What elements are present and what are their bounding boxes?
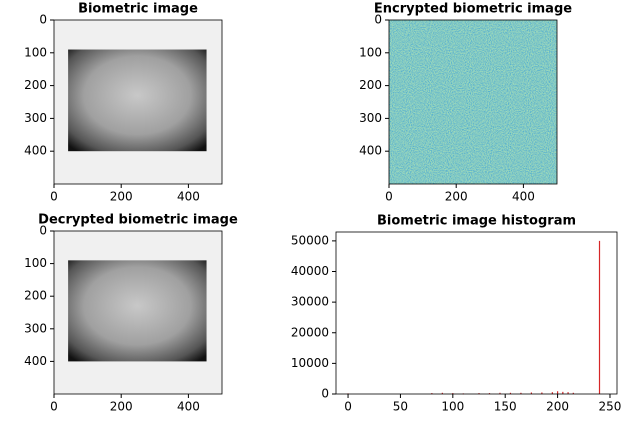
x-tick-label: 0 [50, 190, 58, 204]
x-tick-label: 400 [177, 400, 200, 414]
x-tick-label: 400 [512, 190, 535, 204]
hist-bar [557, 391, 558, 394]
y-tick-label: 300 [24, 321, 47, 335]
chart-title: Biometric image histogram [377, 214, 576, 229]
y-tick-label: 20000 [291, 325, 329, 339]
fingerprint-image [68, 260, 206, 361]
y-tick-label: 0 [321, 387, 329, 401]
x-tick-label: 100 [441, 400, 464, 414]
x-tick-label: 200 [110, 400, 133, 414]
chart-title: Encrypted biometric image [374, 2, 572, 17]
y-tick-label: 400 [24, 144, 47, 158]
y-tick-label: 100 [24, 256, 47, 270]
y-tick-label: 400 [24, 354, 47, 368]
y-tick-label: 100 [359, 45, 382, 59]
y-tick-label: 40000 [291, 264, 329, 278]
y-tick-label: 200 [24, 289, 47, 303]
y-tick-label: 300 [359, 111, 382, 125]
x-tick-label: 0 [385, 190, 393, 204]
axes-frame [336, 232, 617, 394]
y-tick-label: 10000 [291, 356, 329, 370]
y-tick-label: 50000 [291, 233, 329, 247]
x-tick-label: 0 [344, 400, 352, 414]
x-tick-label: 0 [50, 400, 58, 414]
chart-title: Decrypted biometric image [38, 213, 238, 228]
x-tick-label: 200 [445, 190, 468, 204]
x-tick-label: 200 [110, 190, 133, 204]
y-tick-label: 200 [359, 78, 382, 92]
y-tick-label: 300 [24, 111, 47, 125]
y-tick-label: 0 [39, 13, 47, 27]
hist-bar [599, 241, 600, 394]
y-tick-label: 200 [24, 78, 47, 92]
y-tick-label: 100 [24, 45, 47, 59]
figure: 0 200 400 0 100 200 300 400 Biometric image 0 200 4… [0, 0, 642, 421]
y-tick-label: 400 [359, 144, 382, 158]
fingerprint-image [68, 50, 206, 152]
noise-image [389, 20, 557, 184]
x-tick-label: 400 [177, 190, 200, 204]
x-tick-label: 200 [546, 400, 569, 414]
x-tick-label: 50 [393, 400, 408, 414]
x-tick-label: 250 [599, 400, 622, 414]
x-tick-label: 150 [494, 400, 517, 414]
y-tick-label: 30000 [291, 295, 329, 309]
chart-title: Biometric image [78, 2, 198, 17]
